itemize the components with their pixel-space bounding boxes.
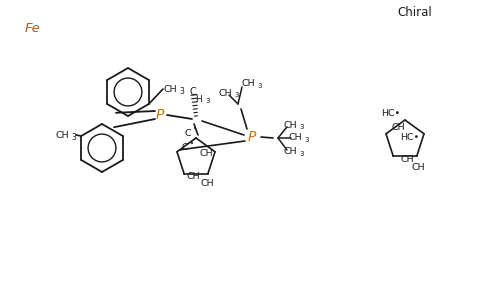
- Text: P: P: [156, 108, 164, 122]
- Text: P: P: [248, 130, 256, 144]
- Text: 3: 3: [304, 137, 308, 143]
- Text: 3: 3: [234, 92, 239, 98]
- Text: CH: CH: [283, 121, 297, 130]
- Text: 3: 3: [179, 86, 184, 95]
- Text: 3: 3: [299, 124, 303, 130]
- Text: C: C: [182, 143, 188, 152]
- Text: HC•: HC•: [381, 110, 401, 118]
- Text: HC•: HC•: [400, 133, 420, 142]
- Text: ĊH: ĊH: [391, 123, 405, 132]
- Text: 3: 3: [205, 98, 210, 104]
- Text: CH: CH: [288, 134, 302, 142]
- Text: ĊH: ĊH: [400, 155, 414, 164]
- Text: Chiral: Chiral: [398, 5, 432, 19]
- Text: CH: CH: [55, 130, 69, 140]
- Text: •: •: [193, 126, 197, 132]
- Text: CH: CH: [163, 85, 177, 94]
- Text: 3: 3: [71, 133, 76, 142]
- Text: •: •: [190, 141, 194, 147]
- Text: ĊH: ĊH: [199, 149, 213, 158]
- Text: CH: CH: [218, 88, 232, 98]
- Text: ĊH: ĊH: [201, 179, 214, 188]
- Text: H: H: [196, 94, 202, 103]
- Text: CH: CH: [283, 148, 297, 157]
- Text: C: C: [190, 87, 197, 97]
- Text: Fe: Fe: [25, 22, 41, 35]
- Text: C: C: [185, 128, 191, 137]
- Text: 3: 3: [257, 83, 261, 89]
- Text: 3: 3: [299, 151, 303, 157]
- Text: ĊH: ĊH: [412, 163, 425, 172]
- Text: ĊH: ĊH: [186, 172, 200, 181]
- Text: CH: CH: [241, 80, 255, 88]
